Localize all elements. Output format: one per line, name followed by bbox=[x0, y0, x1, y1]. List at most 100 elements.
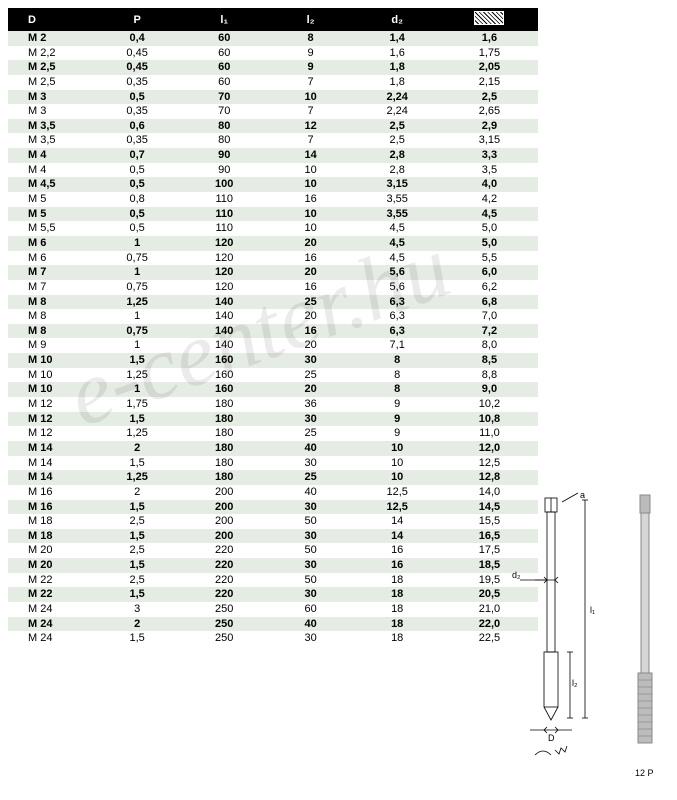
cell: 3 bbox=[93, 602, 180, 617]
cell: 1 bbox=[93, 236, 180, 251]
cell: 60 bbox=[181, 46, 268, 61]
cell: 14 bbox=[354, 514, 441, 529]
cell: 0,45 bbox=[93, 60, 180, 75]
cell: 14 bbox=[354, 529, 441, 544]
cell: 1,25 bbox=[93, 426, 180, 441]
cell: 2 bbox=[93, 441, 180, 456]
cell: 16 bbox=[354, 558, 441, 573]
cell: 5,6 bbox=[354, 265, 441, 280]
cell: 120 bbox=[181, 236, 268, 251]
cell: M 2,2 bbox=[8, 46, 93, 61]
cell: 10 bbox=[354, 470, 441, 485]
cell: 2,5 bbox=[441, 90, 538, 105]
cell: M 24 bbox=[8, 602, 93, 617]
cell: 0,7 bbox=[93, 148, 180, 163]
cell: M 14 bbox=[8, 441, 93, 456]
table-row: M 141,25180251012,8 bbox=[8, 470, 538, 485]
cell: 30 bbox=[268, 500, 354, 515]
table-row: M 40,590102,83,5 bbox=[8, 163, 538, 178]
cell: 30 bbox=[268, 587, 354, 602]
cell: 220 bbox=[181, 558, 268, 573]
cell: 36 bbox=[268, 397, 354, 412]
table-row: M 71120205,66,0 bbox=[8, 265, 538, 280]
table-row: M 121,7518036910,2 bbox=[8, 397, 538, 412]
cell: 12,8 bbox=[441, 470, 538, 485]
cell: 7,1 bbox=[354, 338, 441, 353]
cell: 80 bbox=[181, 133, 268, 148]
cell: M 10 bbox=[8, 382, 93, 397]
cell: 6,8 bbox=[441, 295, 538, 310]
cell: 20 bbox=[268, 265, 354, 280]
cell: M 22 bbox=[8, 573, 93, 588]
cell: M 2,5 bbox=[8, 60, 93, 75]
table-row: M 243250601821,0 bbox=[8, 602, 538, 617]
table-row: M 161,52003012,514,5 bbox=[8, 500, 538, 515]
cell: 0,5 bbox=[93, 90, 180, 105]
cell: 1,4 bbox=[354, 31, 441, 46]
cell: 1,75 bbox=[441, 46, 538, 61]
cell: 2,24 bbox=[354, 90, 441, 105]
table-row: M 2,20,456091,61,75 bbox=[8, 46, 538, 61]
cell: 8 bbox=[268, 31, 354, 46]
cell: 1,5 bbox=[93, 529, 180, 544]
cell: 180 bbox=[181, 412, 268, 427]
cell: 160 bbox=[181, 382, 268, 397]
cell: 80 bbox=[181, 119, 268, 134]
col-header-l2: l₂ bbox=[268, 8, 354, 31]
cell: 16 bbox=[268, 192, 354, 207]
cell: M 2,5 bbox=[8, 75, 93, 90]
table-row: M 202,5220501617,5 bbox=[8, 543, 538, 558]
cell: 3,3 bbox=[441, 148, 538, 163]
cell: 120 bbox=[181, 251, 268, 266]
cell: 90 bbox=[181, 163, 268, 178]
cell: M 3,5 bbox=[8, 119, 93, 134]
table-row: M 60,75120164,55,5 bbox=[8, 251, 538, 266]
cell: 5,0 bbox=[441, 236, 538, 251]
cell: 220 bbox=[181, 543, 268, 558]
cell: 40 bbox=[268, 485, 354, 500]
cell: M 16 bbox=[8, 500, 93, 515]
cell: 30 bbox=[268, 631, 354, 646]
table-row: M 61120204,55,0 bbox=[8, 236, 538, 251]
cell: 1,25 bbox=[93, 368, 180, 383]
cell: 2,65 bbox=[441, 104, 538, 119]
cell: 180 bbox=[181, 441, 268, 456]
cell: M 14 bbox=[8, 456, 93, 471]
cell: 1 bbox=[93, 382, 180, 397]
cell: 1,75 bbox=[93, 397, 180, 412]
cell: 9 bbox=[268, 46, 354, 61]
cell: 12,5 bbox=[354, 485, 441, 500]
table-row: M 4,50,5100103,154,0 bbox=[8, 177, 538, 192]
cell: M 12 bbox=[8, 426, 93, 441]
table-row: M 50,8110163,554,2 bbox=[8, 192, 538, 207]
cell: M 10 bbox=[8, 368, 93, 383]
cell: 0,35 bbox=[93, 75, 180, 90]
cell: 0,4 bbox=[93, 31, 180, 46]
cell: 25 bbox=[268, 426, 354, 441]
table-row: M 1011602089,0 bbox=[8, 382, 538, 397]
cell: M 5 bbox=[8, 192, 93, 207]
cell: M 20 bbox=[8, 543, 93, 558]
cell: 1,8 bbox=[354, 60, 441, 75]
cell: 18 bbox=[354, 602, 441, 617]
hatch-icon bbox=[474, 11, 504, 25]
cell: 3,5 bbox=[441, 163, 538, 178]
cell: M 3,5 bbox=[8, 133, 93, 148]
table-row: M 222,5220501819,5 bbox=[8, 573, 538, 588]
cell: 1,5 bbox=[93, 587, 180, 602]
diagram-label-D: D bbox=[548, 733, 555, 743]
cell: 4,5 bbox=[354, 251, 441, 266]
cell: M 6 bbox=[8, 236, 93, 251]
cell: M 8 bbox=[8, 324, 93, 339]
cell: 12,0 bbox=[441, 441, 538, 456]
cell: 180 bbox=[181, 470, 268, 485]
cell: 7 bbox=[268, 133, 354, 148]
cell: 200 bbox=[181, 529, 268, 544]
cell: 0,8 bbox=[93, 192, 180, 207]
cell: 0,5 bbox=[93, 221, 180, 236]
cell: M 22 bbox=[8, 587, 93, 602]
cell: 2,5 bbox=[93, 514, 180, 529]
cell: 6,3 bbox=[354, 309, 441, 324]
col-header-p: P bbox=[93, 8, 180, 31]
cell: 5,5 bbox=[441, 251, 538, 266]
